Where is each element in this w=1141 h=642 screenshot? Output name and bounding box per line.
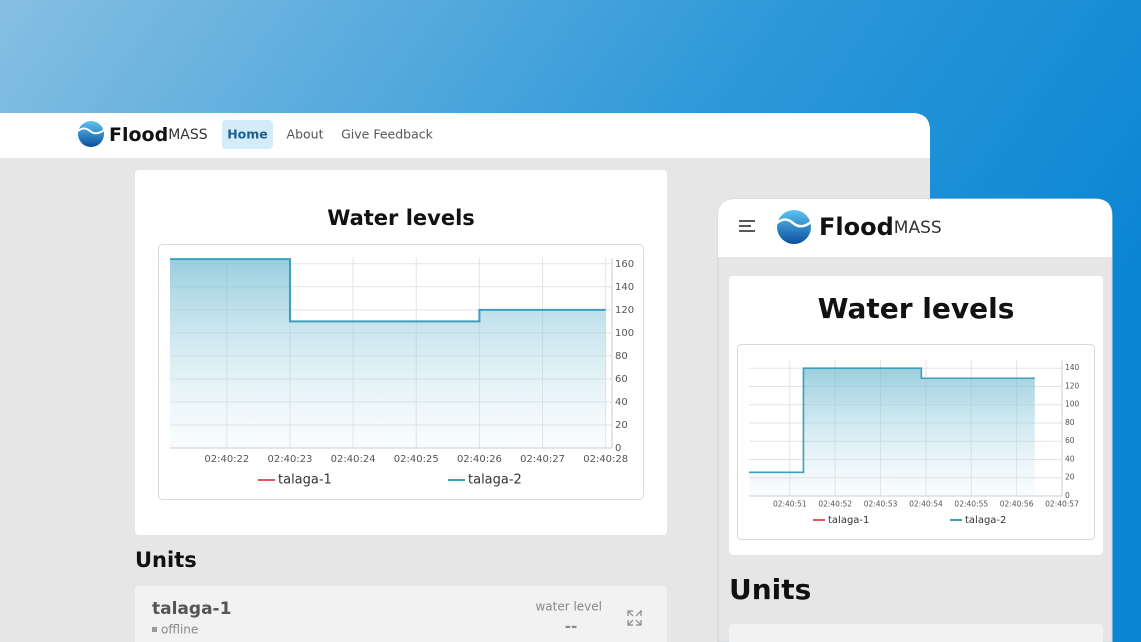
unit-card[interactable] [729, 624, 1103, 642]
y-tick-label: 20 [1065, 473, 1075, 482]
x-tick-label: 02:40:26 [457, 454, 502, 465]
x-tick-label: 02:40:24 [331, 454, 376, 465]
section-heading: Units [729, 573, 811, 606]
y-tick-label: 120 [615, 305, 634, 316]
chart-title: Water levels [818, 292, 1015, 325]
nav-link[interactable]: Home [227, 127, 268, 142]
y-tick-label: 40 [615, 397, 628, 408]
y-tick-label: 60 [615, 374, 628, 385]
x-tick-label: 02:40:28 [583, 454, 628, 465]
y-tick-label: 140 [615, 282, 634, 293]
x-tick-label: 02:40:22 [204, 454, 249, 465]
x-tick-label: 02:40:23 [268, 454, 313, 465]
menu-icon[interactable] [739, 220, 755, 232]
logo-wave [77, 127, 105, 135]
logo [78, 121, 104, 147]
metric-value: -- [565, 618, 577, 636]
nav-active[interactable] [222, 120, 273, 149]
x-tick-label: 02:40:27 [520, 454, 565, 465]
brand-main: Flood [819, 213, 894, 241]
x-tick-label: 02:40:54 [909, 500, 943, 509]
legend-label: talaga-2 [965, 515, 1006, 526]
series-line [170, 258, 606, 323]
y-tick-label: 40 [1065, 454, 1075, 463]
unit-name: talaga-1 [152, 599, 231, 619]
mobile-header [718, 199, 1112, 257]
logo-wave [776, 218, 812, 228]
y-tick-label: 100 [1065, 400, 1080, 409]
status-dot [152, 627, 157, 632]
unit-status: offline [161, 623, 198, 637]
x-tick-label: 02:40:57 [1045, 500, 1079, 509]
brand-sub: MASS [894, 218, 942, 238]
x-tick-label: 02:40:55 [954, 500, 988, 509]
y-tick-label: 0 [615, 443, 621, 454]
chart-title: Water levels [327, 206, 475, 230]
brand: FloodMASS [109, 124, 208, 146]
brand-sub: MASS [168, 127, 208, 143]
area-fill [170, 259, 606, 448]
metric-label: water level [535, 600, 602, 614]
series-line [749, 367, 1035, 474]
y-tick-label: 80 [615, 351, 628, 362]
section-heading: Units [135, 548, 197, 572]
logo [777, 210, 811, 244]
brand: FloodMASS [819, 213, 942, 241]
y-tick-label: 20 [615, 420, 628, 431]
chart: Water levels 0 20 40 60 80 100 120 140 02:40:51 02… [749, 292, 1080, 526]
y-tick-label: 60 [1065, 436, 1075, 445]
x-tick-label: 02:40:52 [818, 500, 852, 509]
legend-label: talaga-1 [278, 473, 332, 488]
x-tick-label: 02:40:25 [394, 454, 439, 465]
area-fill [749, 368, 1035, 496]
nav-link[interactable]: About [287, 127, 324, 142]
brand-main: Flood [109, 124, 168, 146]
legend-label: talaga-2 [468, 473, 522, 488]
legend-label: talaga-1 [828, 515, 869, 526]
x-tick-label: 02:40:53 [864, 500, 898, 509]
y-tick-label: 0 [1065, 491, 1070, 500]
unit-card[interactable] [135, 586, 667, 642]
y-tick-label: 100 [615, 328, 634, 339]
y-tick-label: 140 [1065, 363, 1080, 372]
y-tick-label: 80 [1065, 418, 1075, 427]
nav-link[interactable]: Give Feedback [341, 127, 434, 142]
x-tick-label: 02:40:56 [1000, 500, 1034, 509]
expand-icon[interactable] [627, 610, 642, 626]
y-tick-label: 120 [1065, 381, 1080, 390]
chart: Water levels 0 20 40 60 80 100 120 140 160 02:40:2… [170, 206, 634, 488]
y-tick-label: 160 [615, 259, 634, 270]
x-tick-label: 02:40:51 [773, 500, 807, 509]
